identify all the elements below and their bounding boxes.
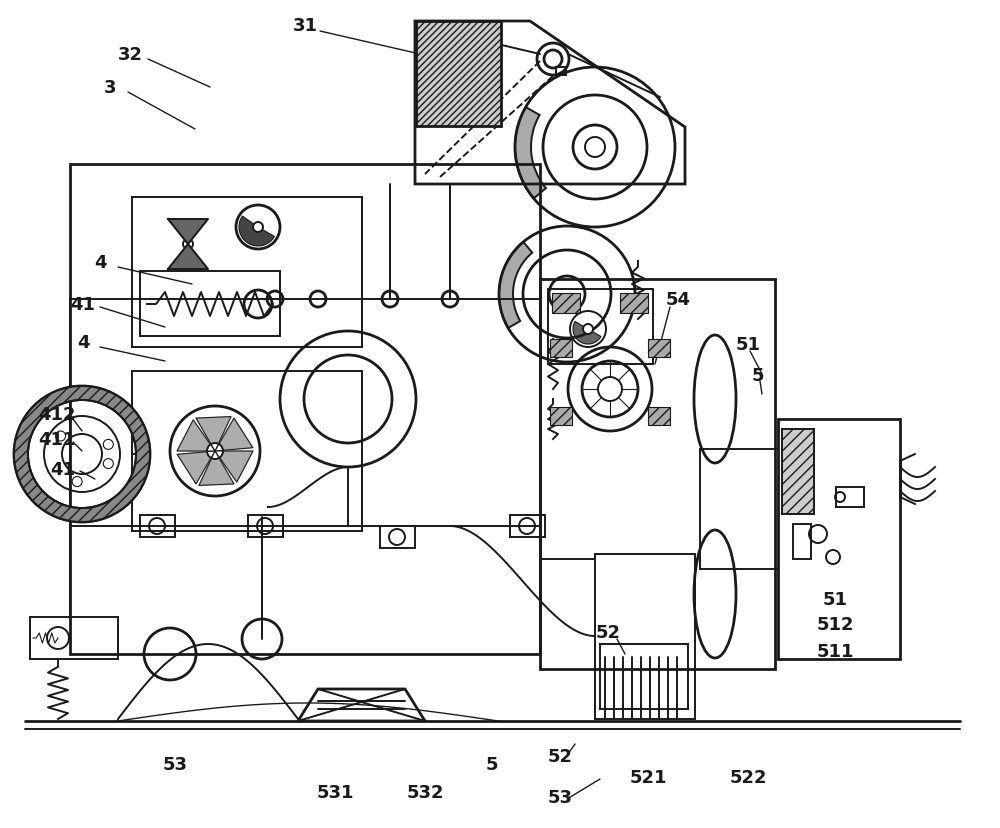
Text: 51: 51 (822, 590, 848, 609)
Text: 5: 5 (486, 755, 498, 773)
Text: 31: 31 (293, 17, 318, 35)
Text: 54: 54 (666, 291, 690, 309)
Text: 412: 412 (38, 406, 76, 423)
Text: 531: 531 (316, 783, 354, 801)
Text: 521: 521 (629, 768, 667, 786)
Bar (540, 280, 775, 669)
Wedge shape (239, 217, 274, 247)
Wedge shape (14, 387, 150, 522)
Bar (793, 524, 811, 560)
Polygon shape (215, 419, 253, 451)
Circle shape (585, 137, 605, 158)
Bar (778, 420, 900, 659)
Bar (620, 294, 648, 314)
Text: 411: 411 (38, 431, 76, 449)
Polygon shape (215, 451, 253, 483)
Circle shape (183, 240, 193, 250)
Bar (836, 488, 864, 508)
Bar (510, 515, 545, 537)
Text: 41: 41 (51, 460, 76, 479)
Bar (600, 644, 688, 709)
Bar (782, 430, 814, 514)
Bar (132, 372, 362, 532)
Circle shape (253, 223, 263, 233)
Bar (550, 407, 572, 426)
Bar (648, 339, 670, 358)
Polygon shape (196, 417, 231, 451)
Bar (30, 617, 118, 659)
Bar (140, 272, 280, 337)
Bar (595, 554, 695, 720)
Circle shape (72, 477, 82, 487)
Text: 52: 52 (596, 623, 620, 641)
Polygon shape (177, 421, 215, 451)
Polygon shape (199, 451, 234, 486)
Circle shape (56, 431, 66, 441)
Bar (416, 22, 501, 127)
Text: 32: 32 (118, 46, 143, 64)
Bar (648, 407, 670, 426)
Text: 511: 511 (816, 643, 854, 660)
Bar (248, 515, 283, 537)
Wedge shape (499, 243, 532, 329)
Circle shape (583, 325, 593, 335)
Bar (140, 515, 175, 537)
Bar (380, 527, 415, 548)
Wedge shape (573, 322, 601, 344)
Text: 51: 51 (736, 335, 761, 354)
Polygon shape (177, 451, 215, 484)
Text: 532: 532 (406, 783, 444, 801)
Bar (556, 68, 566, 76)
Text: 5: 5 (752, 367, 764, 384)
Bar (70, 165, 540, 654)
Text: 53: 53 (548, 788, 572, 806)
Text: 53: 53 (163, 755, 188, 773)
Circle shape (103, 440, 113, 450)
Circle shape (103, 459, 113, 469)
Bar (132, 198, 362, 348)
Circle shape (207, 444, 223, 460)
Polygon shape (168, 219, 208, 245)
Text: 41: 41 (71, 296, 96, 314)
Bar (550, 339, 572, 358)
Wedge shape (515, 108, 546, 200)
Bar (552, 294, 580, 314)
Text: 522: 522 (729, 768, 767, 786)
Text: 4: 4 (94, 253, 106, 272)
Text: 52: 52 (548, 747, 572, 765)
Text: 4: 4 (77, 334, 89, 352)
Bar (548, 290, 653, 364)
Polygon shape (168, 245, 208, 270)
Text: 3: 3 (104, 79, 116, 97)
Text: 512: 512 (816, 615, 854, 633)
